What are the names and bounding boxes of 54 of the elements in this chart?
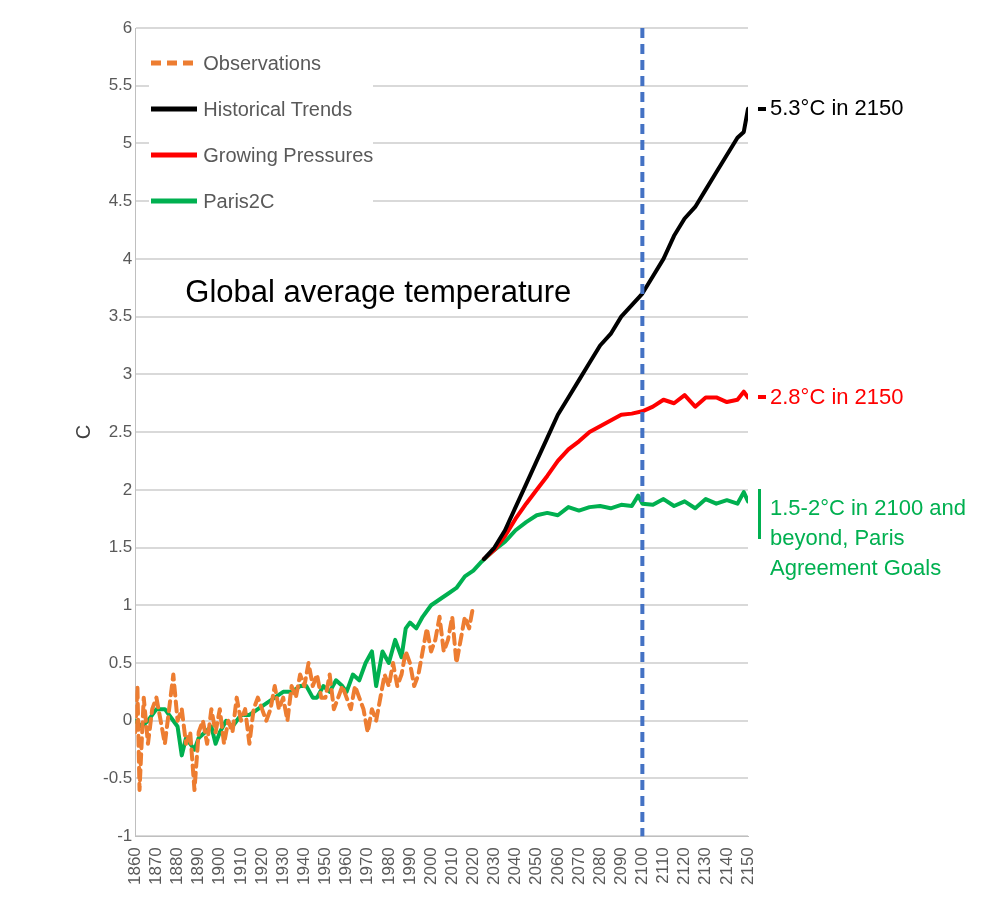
x-tick-label: 1980 <box>378 847 398 886</box>
legend-label: Historical Trends <box>203 97 353 121</box>
y-tick-label: 1.5 <box>108 537 133 557</box>
x-tick-label: 2030 <box>484 847 504 886</box>
y-tick-label: 4 <box>122 248 133 268</box>
x-tick-label: 2110 <box>653 847 673 884</box>
x-tick-label: 2090 <box>610 847 630 886</box>
x-tick-label: 1930 <box>272 847 292 886</box>
y-tick-label: 1 <box>122 594 133 614</box>
y-tick-label: 6 <box>122 17 133 37</box>
y-tick-label: 5 <box>122 133 133 153</box>
y-tick-label: -1 <box>117 825 133 845</box>
annotation: 2.8°C in 2150 <box>770 383 904 409</box>
y-tick-label: 3 <box>122 364 133 384</box>
x-tick-label: 2060 <box>547 847 567 886</box>
y-tick-label: 2 <box>122 479 133 499</box>
legend-label: Paris2C <box>203 189 275 213</box>
legend-label: Growing Pressures <box>203 143 374 167</box>
x-tick-label: 2010 <box>441 847 461 886</box>
y-tick-label: 2.5 <box>108 421 133 441</box>
y-axis-title: C <box>71 424 94 440</box>
annotation: 5.3°C in 2150 <box>770 94 904 120</box>
x-tick-label: 1870 <box>146 847 166 886</box>
x-tick-label: 2150 <box>737 847 757 886</box>
x-tick-label: 1950 <box>315 847 335 886</box>
legend-label: Observations <box>203 51 322 75</box>
y-tick-label: 5.5 <box>108 75 133 95</box>
text: 1.5-2°C in 2100 and beyond, Paris Agreement Goals <box>770 495 966 581</box>
x-tick-label: 1900 <box>209 847 229 886</box>
y-tick-label: 4.5 <box>108 190 133 210</box>
x-tick-label: 1860 <box>124 847 144 886</box>
y-tick-label: 3.5 <box>108 306 133 326</box>
x-tick-label: 2100 <box>632 847 652 886</box>
x-tick-label: 2080 <box>589 847 609 886</box>
annotation: Global average temperature <box>185 274 572 310</box>
x-tick-label: 1920 <box>251 847 271 886</box>
x-tick-label: 1990 <box>399 847 419 886</box>
x-tick-label: 2040 <box>505 847 525 886</box>
x-tick-label: 2120 <box>674 847 694 886</box>
y-tick-label: 0.5 <box>108 652 133 672</box>
y-tick-label: 0 <box>122 710 133 730</box>
x-tick-label: 1940 <box>294 847 313 886</box>
x-tick-label: 1890 <box>188 847 208 886</box>
x-tick-label: 2140 <box>716 847 736 886</box>
y-tick-label: -0.5 <box>103 768 133 788</box>
x-tick-label: 1880 <box>167 847 187 886</box>
x-tick-label: 2130 <box>695 847 715 886</box>
x-tick-label: 2000 <box>420 847 440 886</box>
x-tick-label: 1960 <box>336 847 356 886</box>
x-tick-label: 1910 <box>230 847 250 886</box>
x-tick-label: 2050 <box>526 847 546 886</box>
x-tick-label: 1970 <box>357 847 377 886</box>
x-tick-label: 2070 <box>568 847 588 886</box>
x-tick-label: 2020 <box>463 847 483 886</box>
